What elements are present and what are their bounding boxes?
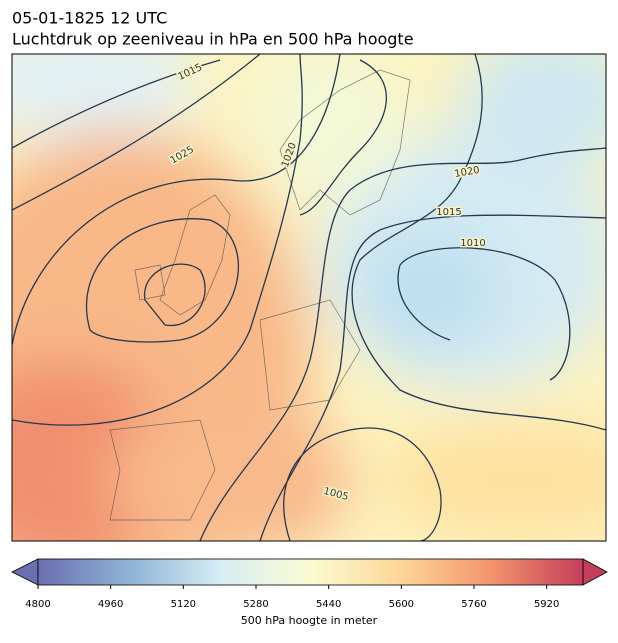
colorbar-tick-label: 5120 <box>171 599 196 610</box>
colorbar-tick-label: 5280 <box>243 599 268 610</box>
colorbar-label: 500 hPa hoogte in meter <box>241 614 378 627</box>
colorbar-extend-high <box>582 558 608 586</box>
isobar <box>299 59 387 216</box>
colorbar-tick-label: 4960 <box>98 599 123 610</box>
contour-label: 1015 <box>436 207 461 218</box>
isobar <box>199 147 606 541</box>
colorbar-tick-label: 5600 <box>389 599 414 610</box>
map-frame <box>11 53 607 542</box>
isobar <box>12 54 303 426</box>
isobar <box>144 263 206 326</box>
contour-label: 1010 <box>460 238 485 249</box>
isobar <box>351 54 606 431</box>
isobar <box>397 247 571 381</box>
isobar <box>283 427 442 541</box>
colorbar-tick-label: 4800 <box>25 599 50 610</box>
isobar <box>12 54 341 346</box>
colorbar-tick-label: 5760 <box>461 599 486 610</box>
isobar <box>12 59 221 149</box>
title-line: 05-01-1825 12 UTC <box>12 9 167 28</box>
colorbar <box>37 558 584 586</box>
colorbar-tick-label: 5440 <box>316 599 341 610</box>
isobar <box>85 218 239 343</box>
colorbar-tick-label: 5920 <box>534 599 559 610</box>
colorbar-extend-low <box>11 558 39 586</box>
coastline <box>109 69 411 521</box>
isobar <box>12 54 261 211</box>
title-line: Luchtdruk op zeeniveau in hPa en 500 hPa… <box>12 30 414 49</box>
